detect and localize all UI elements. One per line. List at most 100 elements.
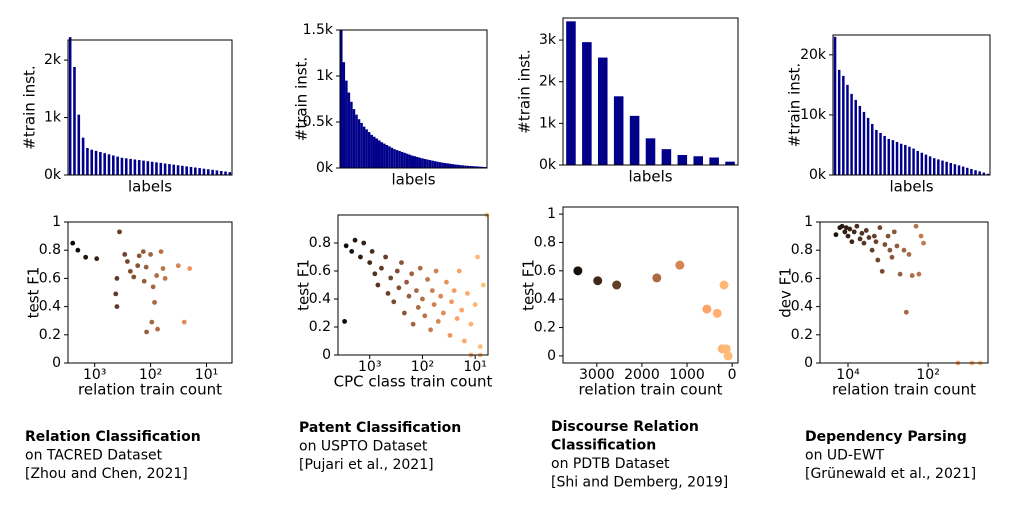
bar	[891, 140, 895, 175]
point	[136, 253, 142, 259]
point	[906, 252, 912, 257]
bar	[970, 168, 973, 175]
bar	[566, 21, 576, 165]
bar	[928, 156, 932, 175]
point	[861, 240, 867, 246]
bar	[112, 155, 115, 175]
point	[918, 233, 924, 239]
axes-frame	[339, 29, 488, 169]
bar	[172, 164, 176, 175]
bar	[854, 99, 857, 175]
y-tick-label: 0.4	[309, 291, 331, 307]
point	[394, 268, 400, 274]
y-tick-label: 1	[804, 214, 813, 230]
bar	[90, 149, 94, 175]
y-axis-label: #train inst.	[786, 63, 804, 147]
bar	[400, 151, 404, 168]
point	[385, 291, 391, 296]
point	[420, 296, 425, 302]
bar	[454, 164, 457, 168]
point	[449, 299, 454, 305]
y-tick-label: 0.4	[791, 299, 813, 315]
bar	[168, 164, 171, 175]
bar	[887, 138, 891, 175]
point	[451, 288, 457, 293]
point	[135, 263, 141, 269]
bar	[340, 30, 343, 168]
axes-frame	[819, 221, 989, 364]
point	[842, 229, 848, 235]
axes-frame	[562, 206, 739, 364]
bar	[393, 149, 396, 168]
x-axis-label: CPC class train count	[334, 373, 493, 391]
x-tick-label: 1000	[669, 367, 705, 383]
point	[70, 240, 76, 246]
bar	[390, 147, 394, 168]
bar	[202, 168, 206, 175]
point	[889, 254, 895, 260]
point	[372, 271, 378, 277]
point	[131, 274, 137, 280]
bar	[833, 36, 837, 175]
point	[675, 260, 685, 270]
bar	[912, 148, 915, 175]
point	[612, 280, 622, 290]
x-tick-label: 10¹	[195, 367, 218, 383]
y-tick-label: 0.4	[39, 299, 61, 315]
bar	[871, 123, 874, 175]
point	[75, 247, 81, 253]
point	[851, 229, 857, 235]
point	[839, 223, 845, 229]
y-axis-label: #train inst.	[21, 65, 39, 149]
point	[459, 307, 465, 313]
x-tick-label: 10²	[411, 359, 434, 375]
y-tick-label: 20k	[800, 47, 827, 63]
point	[141, 278, 147, 284]
bar	[431, 160, 434, 168]
bar	[978, 171, 981, 175]
bar	[416, 156, 419, 168]
x-axis-label: labels	[391, 171, 435, 189]
point	[461, 338, 467, 344]
point	[415, 305, 421, 310]
bar	[443, 163, 447, 168]
caption-line: Discourse Relation	[551, 419, 699, 435]
bar	[211, 169, 214, 175]
bar	[908, 146, 911, 175]
bar	[957, 165, 961, 175]
point	[723, 351, 733, 361]
bar	[904, 144, 907, 175]
bar	[142, 160, 145, 175]
point	[719, 280, 729, 290]
point	[877, 225, 883, 231]
x-axis-label: relation train count	[579, 381, 723, 399]
bar	[974, 170, 977, 175]
bar	[428, 160, 432, 168]
y-tick-label: 1.5k	[303, 22, 334, 38]
bar	[418, 157, 422, 168]
y-tick-label: 0	[804, 355, 813, 371]
bar	[352, 109, 356, 168]
bar	[469, 165, 472, 168]
y-tick-label: 0.5k	[303, 114, 334, 130]
point	[875, 257, 881, 263]
bar	[459, 165, 462, 168]
bar	[451, 164, 455, 168]
point	[83, 254, 89, 260]
point	[894, 243, 900, 249]
point	[480, 282, 486, 288]
bar	[916, 150, 919, 175]
bar	[408, 154, 411, 168]
axes-frame	[67, 39, 233, 176]
caption-line: on UD-EWT	[805, 448, 885, 464]
y-tick-label: 0.8	[309, 235, 331, 251]
point	[150, 284, 156, 290]
axes-frame	[832, 34, 991, 176]
y-tick-label: 0	[52, 355, 61, 371]
point	[160, 266, 166, 271]
bar	[862, 111, 866, 175]
bar	[842, 75, 845, 175]
bar	[194, 167, 197, 175]
y-tick-label: 0k	[539, 157, 557, 173]
x-tick-label: 10²	[916, 367, 939, 383]
